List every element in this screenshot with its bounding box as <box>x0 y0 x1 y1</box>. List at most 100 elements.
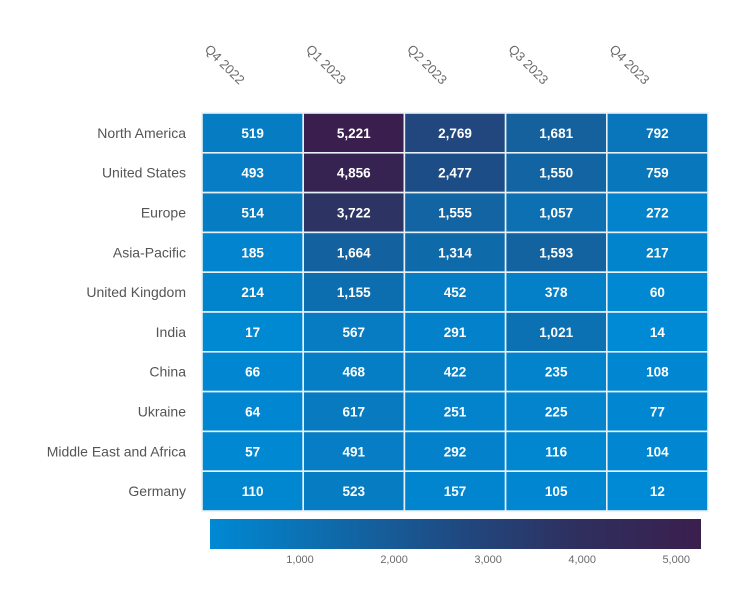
cell-value-label: 493 <box>241 166 264 181</box>
heatmap-cell[interactable] <box>302 191 406 234</box>
cell-value-label: 491 <box>343 444 366 459</box>
cell-value-label: 64 <box>245 405 261 420</box>
cell-value-label: 567 <box>343 325 366 340</box>
cell-value-label: 14 <box>650 325 666 340</box>
cell-value-label: 291 <box>444 325 467 340</box>
heatmap-cell[interactable] <box>605 311 709 353</box>
row-label: Europe <box>141 205 186 221</box>
row-label: Ukraine <box>138 404 186 420</box>
row-label: North America <box>97 125 186 141</box>
heatmap-cell[interactable] <box>403 152 507 194</box>
heatmap-cell[interactable] <box>302 271 406 313</box>
column-label: Q1 2023 <box>303 42 349 88</box>
column-labels: Q4 2022 Q1 2023 Q2 2023 Q3 2023 Q4 2023 <box>202 42 653 88</box>
heatmap-cell[interactable] <box>403 231 507 273</box>
legend-tick-label: 2,000 <box>380 554 408 566</box>
cell-value-label: 792 <box>646 126 669 141</box>
heatmap-cell[interactable] <box>302 311 406 353</box>
heatmap-cell[interactable] <box>302 390 406 433</box>
heatmap-cell[interactable] <box>605 430 709 472</box>
heatmap-cell[interactable] <box>201 231 304 273</box>
legend-tick-label: 5,000 <box>662 554 690 566</box>
heatmap-cell[interactable] <box>302 470 406 512</box>
cell-value-label: 759 <box>646 166 669 181</box>
cell-value-label: 17 <box>245 325 260 340</box>
heatmap-cell[interactable] <box>605 152 709 194</box>
cell-value-label: 272 <box>646 206 669 221</box>
heatmap-cell[interactable] <box>201 390 304 433</box>
cell-value-label: 1,057 <box>539 206 573 221</box>
heatmap-cell[interactable] <box>302 430 406 472</box>
cell-value-label: 468 <box>343 365 366 380</box>
row-label: China <box>149 364 186 380</box>
cell-value-label: 77 <box>650 405 665 420</box>
cell-value-label: 104 <box>646 444 669 459</box>
heatmap-cell[interactable] <box>201 470 304 512</box>
cell-value-label: 57 <box>245 444 260 459</box>
cell-value-label: 105 <box>545 484 568 499</box>
cell-value-label: 523 <box>343 484 366 499</box>
heatmap-cell[interactable] <box>201 152 304 194</box>
cell-value-label: 452 <box>444 285 467 300</box>
row-label: United Kingdom <box>86 284 186 300</box>
heatmap-cell[interactable] <box>403 470 507 512</box>
cell-value-label: 5,221 <box>337 126 371 141</box>
heatmap-cell[interactable] <box>504 311 608 353</box>
cell-value-label: 1,681 <box>539 126 573 141</box>
cell-value-label: 1,021 <box>539 325 573 340</box>
heatmap-cell[interactable] <box>201 271 304 313</box>
row-label: Middle East and Africa <box>47 443 187 459</box>
cell-value-label: 110 <box>242 484 264 499</box>
heatmap-cell[interactable] <box>403 271 507 313</box>
heatmap-cell[interactable] <box>504 191 608 234</box>
cell-value-label: 108 <box>646 365 669 380</box>
cell-value-label: 116 <box>545 444 567 459</box>
cell-value-label: 292 <box>444 444 467 459</box>
cell-value-label: 157 <box>444 484 467 499</box>
legend-tick-label: 4,000 <box>568 554 596 566</box>
heatmap-cell[interactable] <box>201 112 304 154</box>
row-labels: North America United States Europe Asia-Pac… <box>47 125 187 499</box>
heatmap-cell[interactable] <box>201 350 304 393</box>
heatmap-cell[interactable] <box>605 470 709 512</box>
cell-value-label: 12 <box>650 484 665 499</box>
legend-gradient-bar <box>210 519 701 549</box>
cell-value-label: 217 <box>646 245 669 260</box>
cell-value-label: 60 <box>650 285 665 300</box>
heatmap-cell[interactable] <box>605 231 709 273</box>
cell-value-label: 1,664 <box>337 245 371 260</box>
cell-value-label: 1,593 <box>539 245 573 260</box>
column-label: Q3 2023 <box>505 42 551 88</box>
cell-value-label: 235 <box>545 365 568 380</box>
row-label: India <box>156 324 187 340</box>
legend-tick-label: 3,000 <box>474 554 502 566</box>
cell-value-label: 378 <box>545 285 568 300</box>
cell-value-label: 2,477 <box>438 166 472 181</box>
cell-value-label: 514 <box>241 206 264 221</box>
row-label: United States <box>102 165 186 181</box>
cell-value-label: 3,722 <box>337 206 371 221</box>
cell-value-label: 617 <box>343 405 366 420</box>
heatmap-cell[interactable] <box>302 231 406 273</box>
column-label: Q4 2023 <box>607 42 653 88</box>
heatmap-cell[interactable] <box>504 231 608 273</box>
heatmap-cell[interactable] <box>504 470 608 512</box>
cell-value-label: 2,769 <box>438 126 472 141</box>
cell-value-label: 214 <box>241 285 264 300</box>
heatmap-cell[interactable] <box>302 112 406 154</box>
row-label: Germany <box>128 483 186 499</box>
cell-value-label: 1,314 <box>438 245 472 260</box>
cell-value-label: 66 <box>245 365 261 380</box>
row-label: Asia-Pacific <box>113 244 186 260</box>
cell-value-label: 1,155 <box>337 285 371 300</box>
heatmap-cell[interactable] <box>403 311 507 353</box>
cell-value-label: 4,856 <box>337 166 371 181</box>
cell-value-label: 422 <box>444 365 467 380</box>
column-label: Q4 2022 <box>202 42 248 88</box>
cell-value-label: 1,550 <box>539 166 573 181</box>
cell-value-label: 519 <box>241 126 264 141</box>
cell-value-label: 225 <box>545 405 568 420</box>
cell-value-label: 185 <box>241 245 264 260</box>
cell-value-label: 251 <box>444 405 467 420</box>
